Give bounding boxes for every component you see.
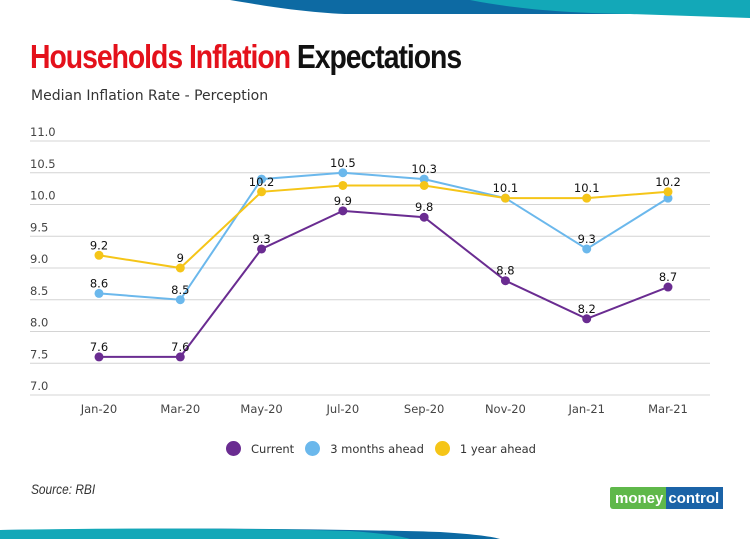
data-point — [582, 193, 592, 203]
y-tick-label: 9.0 — [30, 252, 48, 266]
data-point — [338, 206, 348, 216]
data-point — [94, 288, 104, 298]
data-label: 8.6 — [90, 276, 108, 290]
legend-label: 3 months ahead — [330, 441, 424, 456]
y-tick-label: 11.0 — [30, 125, 56, 139]
data-point — [257, 174, 267, 184]
data-point — [94, 352, 104, 362]
data-label: 9.3 — [578, 232, 596, 246]
title-highlight: Households Inflation — [30, 38, 291, 75]
source-note: Source: RBI — [31, 481, 96, 497]
data-point — [582, 314, 592, 324]
y-tick-label: 9.5 — [30, 220, 48, 234]
legend-swatch — [226, 441, 241, 456]
data-label: 10.1 — [493, 181, 519, 195]
data-label: 10.2 — [249, 175, 275, 189]
x-tick-label: Jul-20 — [326, 402, 360, 416]
data-label: 10.2 — [655, 175, 681, 189]
data-point — [500, 276, 510, 286]
data-point — [663, 187, 673, 197]
legend-swatch — [305, 441, 321, 456]
data-point — [175, 263, 185, 273]
data-point — [419, 174, 429, 184]
title-rest: Expectations — [296, 38, 462, 75]
legend-item-3-months-ahead[interactable]: 3 months ahead — [305, 441, 424, 456]
data-label: 10.5 — [330, 156, 356, 170]
data-point — [175, 295, 185, 305]
legend-label: 1 year ahead — [459, 441, 536, 456]
y-tick-label: 10.0 — [30, 189, 56, 203]
data-point — [419, 180, 429, 190]
data-label: 8.2 — [578, 302, 596, 316]
series-line — [99, 209, 669, 358]
x-tick-label: Sep-20 — [404, 402, 444, 416]
x-tick-label: Mar-20 — [160, 402, 200, 416]
data-point — [663, 193, 673, 203]
data-label: 8.7 — [659, 270, 677, 284]
data-label: 10.1 — [574, 181, 600, 195]
y-tick-label: 8.0 — [30, 316, 48, 330]
data-label: 8.5 — [171, 283, 189, 297]
data-point — [582, 244, 592, 254]
data-label: 9.9 — [334, 194, 352, 208]
y-tick-label: 10.5 — [30, 157, 56, 171]
data-label: 9 — [177, 251, 184, 265]
chart-title: Households Inflation Expectations — [30, 38, 462, 76]
y-tick-label: 7.5 — [30, 347, 48, 361]
data-label: 10.3 — [411, 162, 437, 176]
data-label: 9.3 — [252, 232, 270, 246]
data-point — [175, 352, 185, 362]
data-point — [257, 244, 267, 254]
data-point — [500, 193, 510, 203]
data-label: 9.2 — [90, 238, 108, 252]
legend: Current 3 months ahead 1 year ahead — [226, 441, 547, 456]
data-point — [257, 187, 267, 197]
data-label: 9.8 — [415, 200, 433, 214]
x-tick-label: Jan-21 — [567, 402, 605, 416]
x-tick-label: May-20 — [240, 402, 282, 416]
series-line — [98, 171, 669, 301]
legend-item-1-year-ahead[interactable]: 1 year ahead — [434, 441, 536, 456]
x-tick-label: Jan-20 — [80, 402, 118, 416]
data-point — [338, 180, 348, 190]
data-point — [663, 282, 673, 292]
y-tick-label: 7.0 — [30, 379, 48, 393]
data-label: 7.6 — [171, 340, 189, 354]
legend-label: Current — [251, 441, 295, 456]
legend-swatch — [434, 441, 450, 456]
series-line — [98, 184, 669, 270]
legend-item-current[interactable]: Current — [226, 441, 294, 456]
y-tick-label: 8.5 — [30, 284, 48, 298]
chart-subtitle: Median Inflation Rate - Perception — [31, 88, 269, 104]
data-label: 7.6 — [90, 340, 108, 354]
logo-part-money: money — [610, 487, 667, 509]
data-label: 8.8 — [496, 264, 514, 278]
data-point — [94, 250, 104, 260]
moneycontrol-logo: money control — [610, 487, 724, 509]
logo-part-control: control — [666, 487, 724, 509]
data-point — [419, 212, 429, 222]
x-tick-label: Mar-21 — [648, 402, 688, 416]
x-tick-label: Nov-20 — [485, 402, 526, 416]
data-point — [338, 168, 348, 178]
